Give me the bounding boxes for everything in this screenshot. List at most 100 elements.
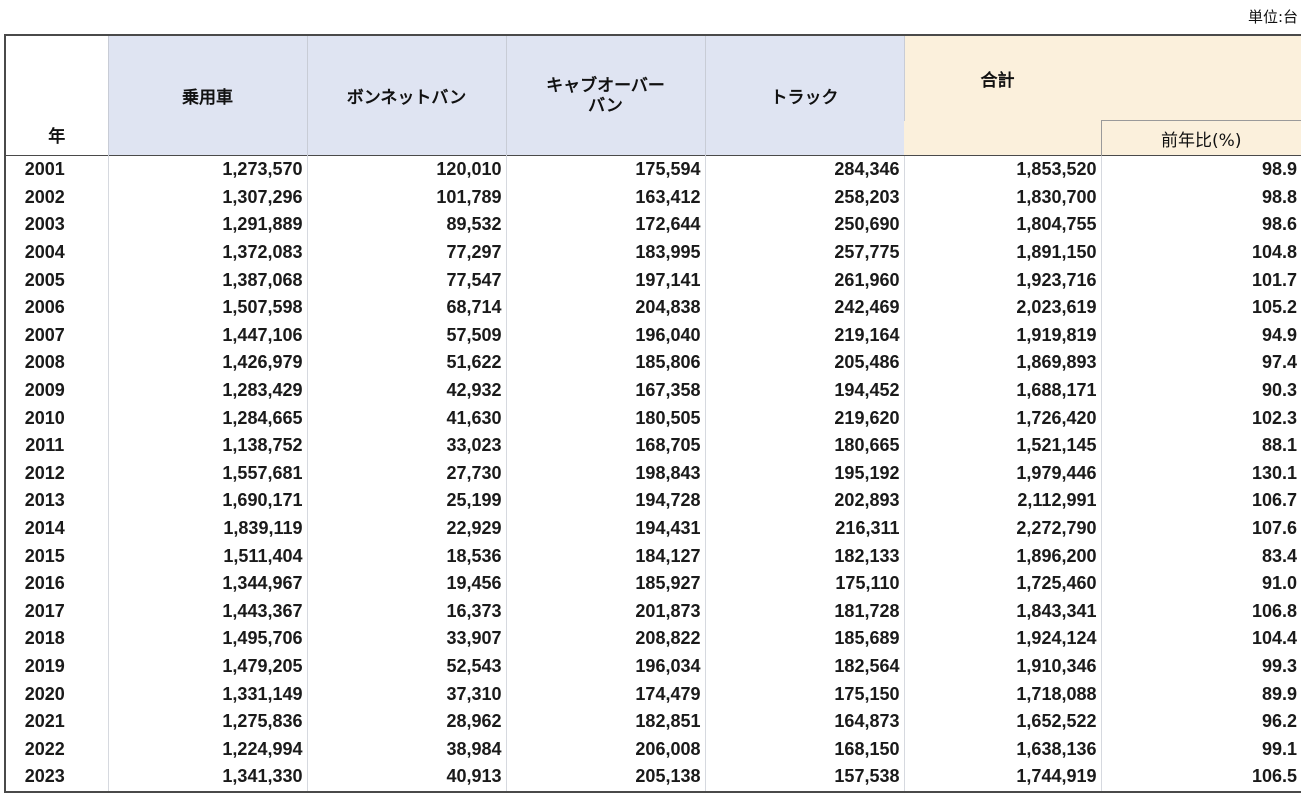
cell-truck: 194,452 [704, 376, 904, 405]
cell-cab-over-van: 184,127 [505, 542, 705, 570]
cell-yoy: 99.3 [1100, 652, 1301, 681]
cell-year: 2019 [24, 655, 65, 676]
table-row: 2002 1,307,296 101,789 163,412 258,203 1,830,… [5, 183, 1301, 212]
cell-passenger: 1,447,106 [107, 321, 307, 350]
header-cab-over-van-line2: バン [588, 95, 623, 116]
cell-bonnet-van: 27,730 [306, 459, 506, 488]
cell-cab-over-van: 196,040 [505, 321, 705, 350]
cell-truck: 242,469 [704, 293, 904, 322]
cell-total: 1,891,150 [903, 238, 1101, 267]
cell-cab-over-van: 198,843 [505, 459, 705, 488]
cell-passenger: 1,224,994 [107, 735, 307, 764]
cell-cab-over-van: 196,034 [505, 652, 705, 681]
table-row: 2007 1,447,106 57,509 196,040 219,164 1,919,8… [5, 321, 1301, 350]
cell-year: 2018 [24, 628, 65, 649]
cell-cab-over-van: 168,705 [505, 431, 705, 460]
unit-label: 単位:台 [1247, 8, 1298, 26]
cell-passenger: 1,495,706 [107, 625, 307, 653]
cell-yoy: 106.5 [1100, 763, 1301, 792]
cell-year: 2023 [24, 766, 65, 787]
cell-truck: 180,665 [704, 431, 904, 460]
cell-total: 1,726,420 [903, 404, 1101, 432]
cell-yoy: 97.4 [1100, 349, 1301, 377]
cell-year: 2012 [24, 462, 65, 483]
cell-passenger: 1,387,068 [107, 266, 307, 294]
cell-cab-over-van: 194,728 [505, 487, 705, 515]
cell-cab-over-van: 201,873 [505, 597, 705, 626]
cell-yoy: 99.1 [1100, 735, 1301, 764]
cell-cab-over-van: 167,358 [505, 376, 705, 405]
cell-year: 2001 [5, 154, 108, 184]
cell-cab-over-van: 182,851 [505, 707, 705, 736]
cell-truck: 261,960 [704, 266, 904, 294]
cell-year: 2016 [24, 573, 65, 594]
table-row: 2012 1,557,681 27,730 198,843 195,192 1,979,4… [5, 459, 1301, 488]
cell-passenger: 1,291,889 [107, 211, 307, 239]
header-yoy: 前年比(%) [1100, 120, 1301, 156]
cell-year: 2003 [24, 214, 65, 235]
cell-yoy: 106.8 [1100, 597, 1301, 626]
cell-cab-over-van: 183,995 [505, 238, 705, 267]
cell-year: 2004 [24, 242, 65, 263]
cell-passenger: 1,426,979 [107, 349, 307, 377]
cell-passenger: 1,331,149 [107, 680, 307, 708]
cell-truck: 219,620 [704, 404, 904, 432]
cell-truck: 250,690 [704, 211, 904, 239]
cell-truck: 257,775 [704, 238, 904, 267]
cell-truck: 284,346 [704, 154, 904, 184]
table-row: 2013 1,690,171 25,199 194,728 202,893 2,112,9… [5, 487, 1301, 515]
cell-yoy: 83.4 [1100, 542, 1301, 570]
cell-year: 2002 [24, 186, 65, 207]
cell-passenger: 1,839,119 [107, 514, 307, 543]
cell-passenger: 1,341,330 [107, 763, 307, 792]
cell-truck: 182,133 [704, 542, 904, 570]
cell-passenger: 1,507,598 [107, 293, 307, 322]
cell-bonnet-van: 101,789 [306, 183, 506, 212]
cell-total: 1,843,341 [903, 597, 1101, 626]
cell-truck: 205,486 [704, 349, 904, 377]
table-row: 2008 1,426,979 51,622 185,806 205,486 1,869,8… [5, 349, 1301, 377]
cell-cab-over-van: 204,838 [505, 293, 705, 322]
table-row: 2005 1,387,068 77,547 197,141 261,960 1,923,7… [5, 266, 1301, 294]
cell-bonnet-van: 77,297 [306, 238, 506, 267]
cell-passenger: 1,443,367 [107, 597, 307, 626]
cell-bonnet-van: 42,932 [306, 376, 506, 405]
table-row: 2015 1,511,404 18,536 184,127 182,133 1,896,2… [5, 542, 1301, 570]
cell-total: 1,718,088 [903, 680, 1101, 708]
cell-passenger: 1,372,083 [107, 238, 307, 267]
table-row: 2020 1,331,149 37,310 174,479 175,150 1,718,0… [5, 680, 1301, 708]
cell-bonnet-van: 25,199 [306, 487, 506, 515]
cell-cab-over-van: 197,141 [505, 266, 705, 294]
cell-yoy: 104.4 [1100, 625, 1301, 653]
header-passenger: 乗用車 [107, 35, 307, 156]
cell-total: 2,023,619 [903, 293, 1101, 322]
cell-total: 1,744,919 [903, 763, 1101, 792]
cell-total: 1,919,819 [903, 321, 1101, 350]
cell-truck: 175,110 [704, 569, 904, 598]
cell-year: 2011 [25, 435, 65, 456]
cell-truck: 219,164 [704, 321, 904, 350]
cell-total: 1,979,446 [903, 459, 1101, 488]
table-row: 2021 1,275,836 28,962 182,851 164,873 1,652,5… [5, 707, 1301, 736]
cell-cab-over-van: 185,806 [505, 349, 705, 377]
cell-cab-over-van: 206,008 [505, 735, 705, 764]
cell-bonnet-van: 37,310 [306, 680, 506, 708]
cell-passenger: 1,273,570 [107, 154, 307, 184]
table-body: 2001 1,273,570 120,010 175,594 284,346 1,853,… [5, 154, 1301, 792]
cell-passenger: 1,138,752 [107, 431, 307, 460]
cell-yoy: 98.6 [1100, 211, 1301, 239]
cell-cab-over-van: 185,927 [505, 569, 705, 598]
cell-truck: 258,203 [704, 183, 904, 212]
cell-year: 2020 [24, 683, 65, 704]
cell-yoy: 104.8 [1100, 238, 1301, 267]
table-row: 2004 1,372,083 77,297 183,995 257,775 1,891,1… [5, 238, 1301, 267]
cell-bonnet-van: 33,907 [306, 625, 506, 653]
cell-total: 2,112,991 [903, 487, 1101, 515]
cell-passenger: 1,557,681 [107, 459, 307, 488]
table-row: 2006 1,507,598 68,714 204,838 242,469 2,023,6… [5, 293, 1301, 322]
cell-cab-over-van: 174,479 [505, 680, 705, 708]
cell-cab-over-van: 205,138 [505, 763, 705, 792]
cell-yoy: 98.9 [1100, 154, 1301, 184]
cell-total: 1,725,460 [903, 569, 1101, 598]
cell-year: 2015 [24, 545, 65, 566]
